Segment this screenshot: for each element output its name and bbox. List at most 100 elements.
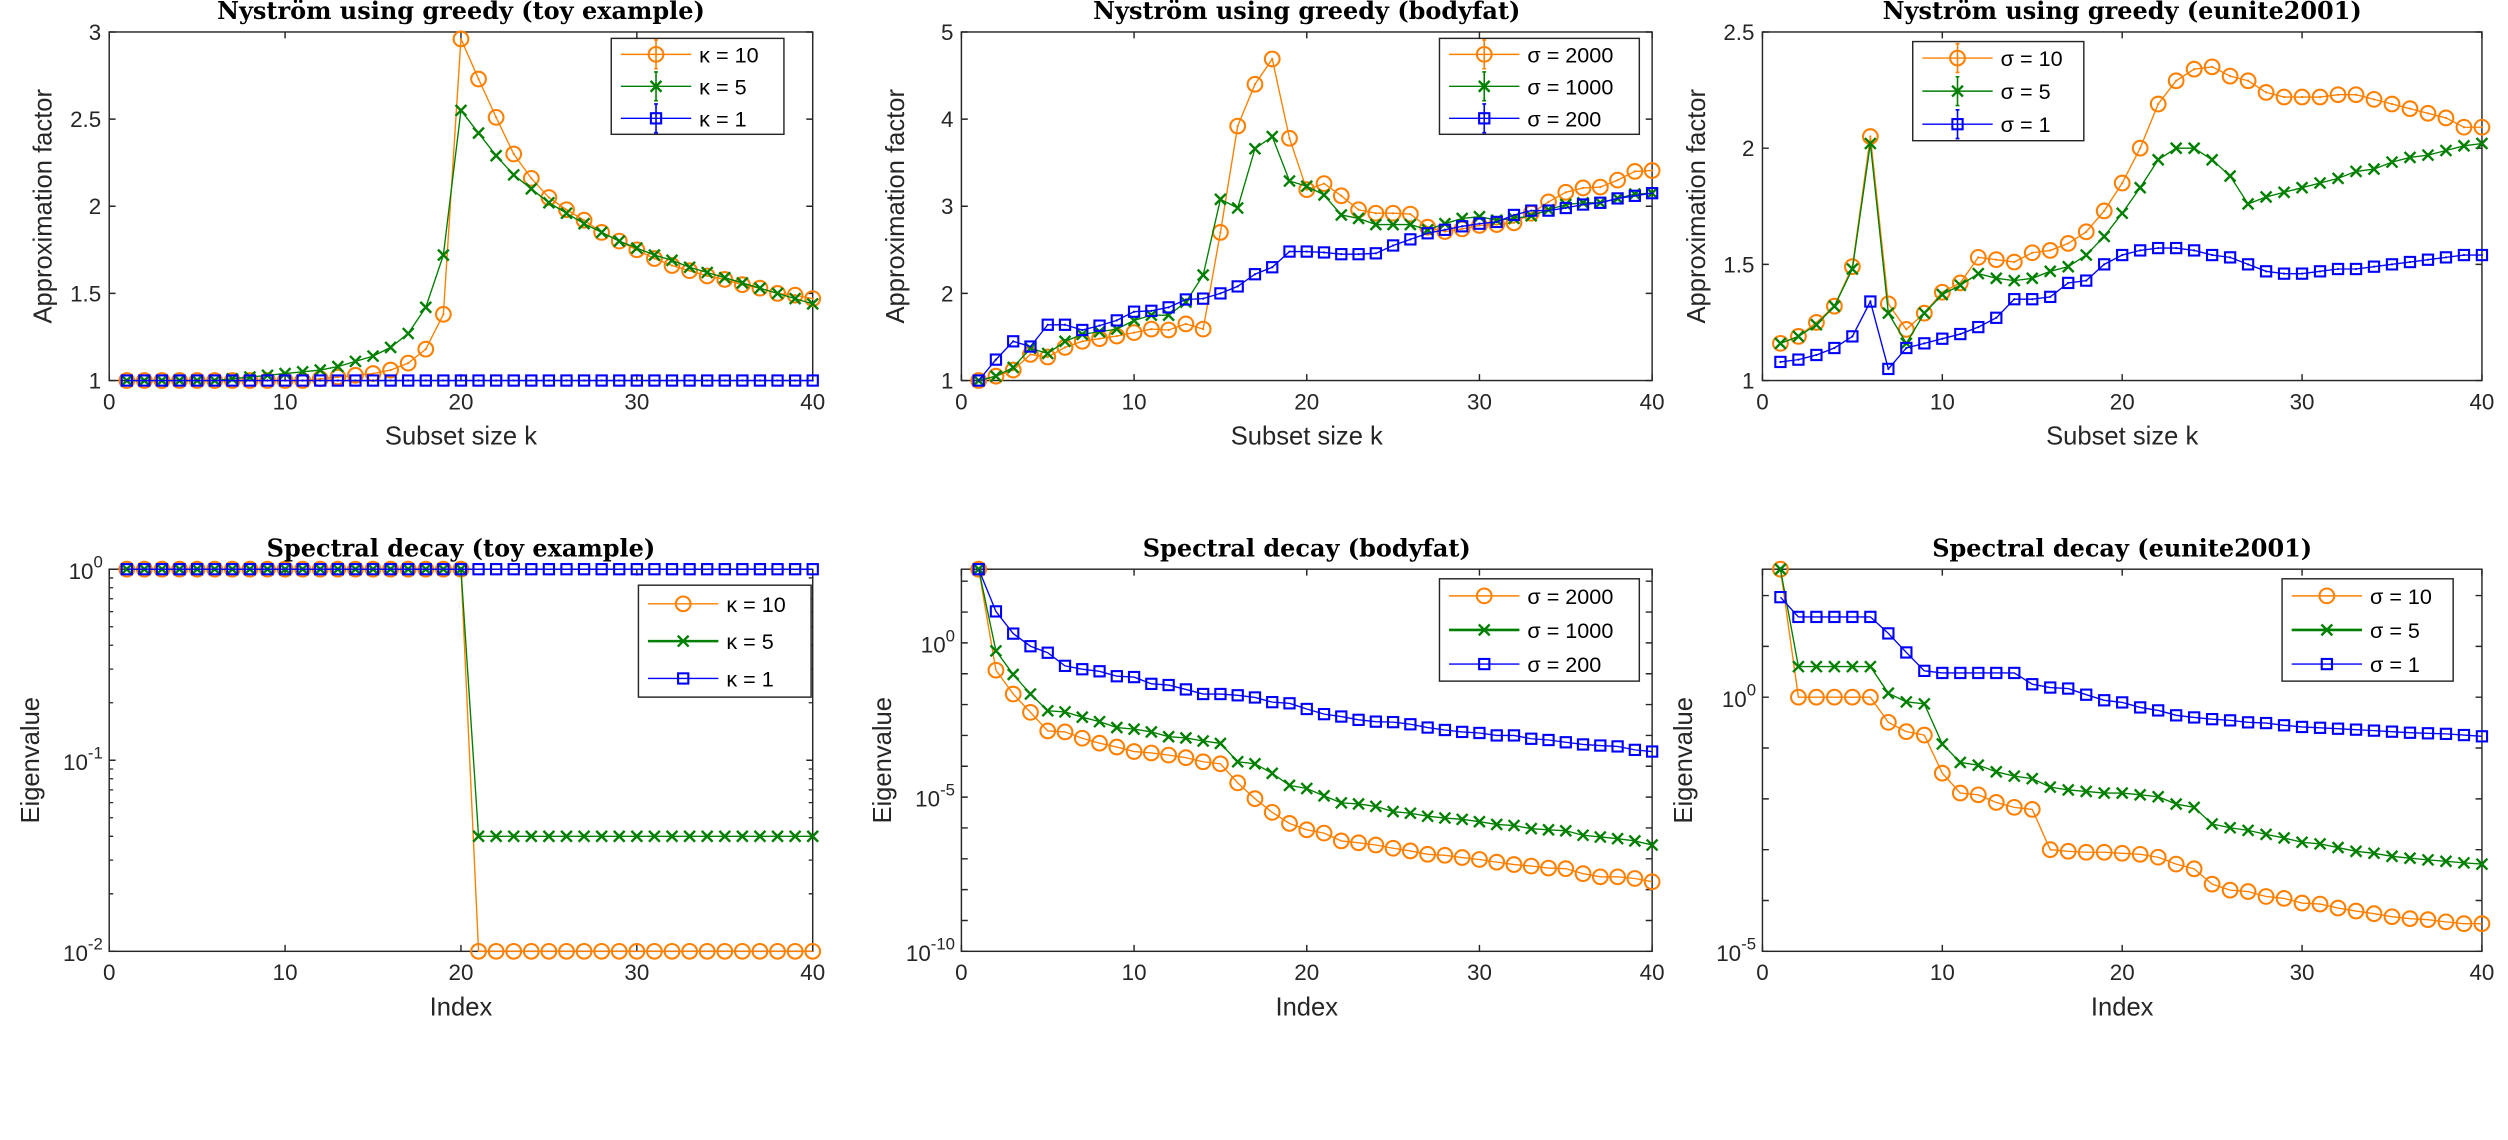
legend-entry: σ = 1000 [1449, 71, 1613, 102]
data-point [1404, 233, 1417, 246]
data-point [1404, 718, 1417, 731]
data-point [2043, 780, 2057, 794]
data-point [1194, 753, 1212, 771]
error-bar [2480, 126, 2484, 129]
data-point [1160, 321, 1178, 339]
data-point [2401, 910, 2419, 928]
series-line [1780, 142, 2483, 345]
error-bar [2031, 251, 2034, 254]
y-tick-base: 10 [63, 941, 88, 966]
error-bar [125, 379, 128, 382]
y-tick-label: 1.5 [1723, 252, 1754, 277]
error-bar [1815, 353, 1818, 357]
data-point [1438, 223, 1452, 236]
error-bar [1357, 253, 1360, 256]
legend-marker [1475, 45, 1493, 63]
data-point [226, 563, 239, 576]
data-point [542, 196, 556, 210]
data-point [470, 942, 487, 960]
data-point [2401, 100, 2419, 118]
error-bar [1905, 328, 1908, 331]
data-point [1810, 348, 1823, 362]
data-point [1918, 664, 1931, 678]
error-bar [1202, 297, 1205, 300]
data-point [1004, 685, 1022, 703]
data-point [331, 374, 344, 387]
data-point [347, 366, 364, 384]
y-axis-label: Eigenvalue [17, 697, 45, 824]
x-tick-label: 30 [624, 960, 649, 985]
data-point [700, 266, 714, 279]
error-bar [512, 152, 515, 156]
data-point [1456, 220, 1469, 233]
error-bar [2354, 267, 2358, 271]
data-point [577, 830, 591, 843]
data-point [1576, 828, 1590, 842]
data-point [2455, 118, 2473, 136]
data-point [384, 563, 397, 576]
data-point [1524, 822, 1538, 835]
error-bar [653, 379, 656, 382]
data-point [2185, 860, 2203, 878]
data-point [575, 211, 593, 229]
data-point [1576, 738, 1590, 751]
data-point [1075, 710, 1089, 724]
data-point [2097, 786, 2111, 800]
data-point [1525, 732, 1538, 745]
error-bar [1905, 346, 1908, 350]
error-bar [1426, 232, 1429, 235]
data-point [1125, 743, 1143, 760]
data-point [1897, 321, 1915, 338]
data-point [593, 224, 611, 241]
data-point [1229, 117, 1247, 135]
error-bar [1167, 306, 1170, 309]
data-point [314, 563, 327, 576]
legend-entry: σ = 200 [1449, 652, 1601, 677]
data-point [1317, 707, 1331, 721]
x-axis-label: Index [2091, 993, 2154, 1021]
data-point [2203, 58, 2221, 76]
y-tick-label: 2.5 [1723, 20, 1754, 45]
error-bar [1029, 353, 1032, 356]
data-point [718, 830, 732, 843]
data-point [2005, 253, 2023, 271]
data-point [2239, 883, 2257, 900]
data-point [1145, 725, 1158, 739]
data-point [2023, 801, 2041, 818]
data-point [2221, 67, 2239, 85]
error-bar [2103, 209, 2106, 213]
data-point [278, 367, 292, 380]
data-point [2349, 165, 2363, 178]
data-point [437, 374, 450, 387]
data-point [788, 292, 802, 305]
x-tick-label: 10 [1122, 389, 1147, 414]
data-point [1594, 739, 1607, 752]
data-point [2277, 831, 2291, 845]
subplot-nystrom-toy: 0 10 20 30 40 1 1.5 2 2.5 3 κ = 10 κ = 5 κ = 1 Nyströ… [30, 0, 826, 450]
y-axis-label: Eigenvalue [869, 697, 897, 824]
error-bar [2175, 79, 2178, 82]
error-bar [2013, 298, 2016, 301]
data-point [1110, 721, 1124, 734]
data-point [1022, 703, 1039, 721]
error-bar [706, 274, 709, 278]
data-point [1266, 261, 1279, 274]
data-point [663, 257, 681, 274]
error-bar [2390, 102, 2394, 106]
data-point [2116, 696, 2129, 709]
data-point [1594, 196, 1607, 209]
data-point [472, 563, 485, 576]
series-line [1779, 569, 2482, 925]
data-point [1628, 834, 1642, 848]
data-point [1369, 800, 1383, 813]
error-bar [1046, 323, 1049, 326]
data-point [1108, 738, 1126, 756]
data-point [1951, 274, 1969, 292]
data-point [1315, 824, 1333, 842]
series-line [978, 569, 1653, 883]
data-point [2367, 162, 2381, 176]
data-point [1559, 201, 1572, 215]
data-point [1828, 341, 1841, 355]
series-3 [120, 563, 819, 576]
data-point [612, 830, 626, 843]
